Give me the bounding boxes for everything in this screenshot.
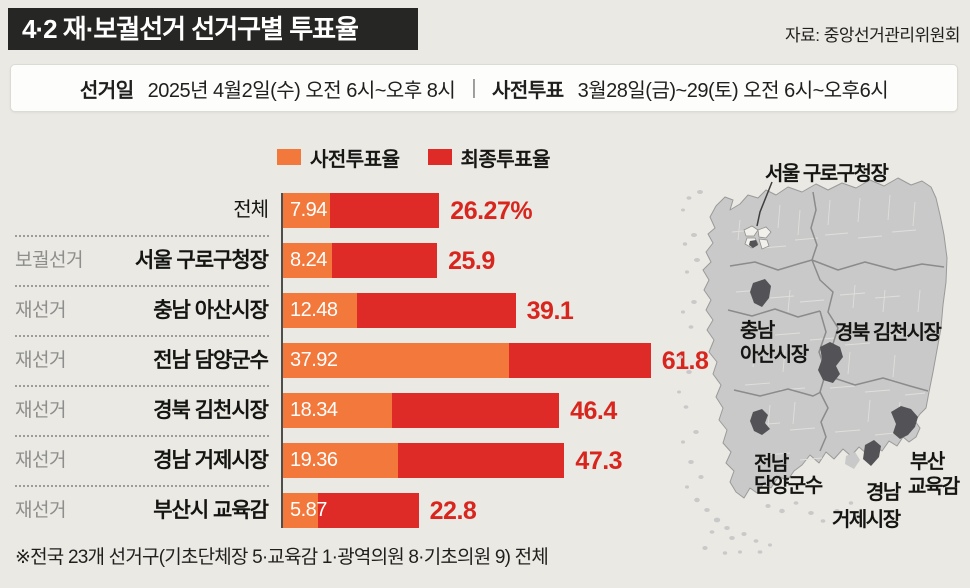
map-county-borders: [737, 194, 921, 428]
row-category: [15, 193, 95, 228]
bar-early-segment: [283, 443, 399, 478]
source-credit: 자료: 중앙선거관리위원회: [785, 26, 961, 45]
bar-early-value: 8.24: [290, 249, 327, 271]
district-busan-highlight: [891, 406, 918, 439]
table-row: 19.36: [283, 443, 565, 478]
district-guro-highlight: [749, 240, 758, 248]
seoul-pointer-line: [756, 181, 773, 227]
map-label-damyang: 담양군수: [754, 474, 823, 497]
bar-early-segment: [283, 243, 333, 278]
row-district: 경남 거제시장: [153, 449, 269, 472]
map-label-asan: 아산시장: [740, 343, 810, 366]
district-gimcheon-highlight: [818, 342, 843, 383]
bar-final-segment: [508, 343, 651, 378]
map-label-gyeongbuk-gimcheon: 경북 김천시장: [835, 321, 943, 344]
row-category: 보궐선거: [15, 250, 83, 271]
row-separator: [15, 285, 269, 287]
bar-early-segment: [283, 493, 318, 528]
bar-final-segment: [332, 243, 438, 278]
row-category: 재선거: [15, 300, 66, 321]
row-district: 부산시 교육감: [153, 499, 269, 522]
chart-legend: 사전투표율 최종투표율: [277, 146, 550, 171]
bar-final-value: 61.8: [661, 347, 709, 375]
bar-early-value: 5.87: [290, 499, 327, 521]
row-district: 충남 아산시장: [153, 299, 269, 322]
bar-final-value: 22.8: [429, 497, 477, 525]
row-district: 전남 담양군수: [153, 349, 269, 372]
map-label-jeonnam: 전남: [754, 452, 790, 475]
bar-early-segment: [283, 293, 358, 328]
legend-early-label: 사전투표율: [310, 148, 400, 171]
bar-final-value: 25.9: [448, 247, 495, 275]
bar-early-segment: [283, 193, 331, 228]
map-county-borders: [731, 229, 926, 461]
table-row: 8.24: [283, 243, 438, 278]
map-seoul-cluster: [743, 225, 772, 250]
row-district: 전체: [233, 199, 269, 221]
row-category: 재선거: [15, 400, 66, 421]
footnote: ※전국 23개 선거구(기초단체장 5·교육감 1·광역의원 8·기초의원 9)…: [15, 547, 549, 568]
legend-early-swatch: [277, 149, 301, 165]
map-islands: [677, 190, 860, 555]
map-label-seoul: 서울 구로구청장: [765, 162, 889, 185]
row-category: 재선거: [15, 500, 66, 521]
bar-early-value: 18.34: [290, 399, 338, 421]
bar-final-value: 47.3: [575, 447, 623, 475]
election-day-label: 선거일: [79, 79, 134, 102]
bar-final-segment: [398, 443, 565, 478]
row-separator: [15, 435, 269, 437]
legend-final-swatch: [427, 149, 452, 165]
table-row: 5.87: [283, 493, 419, 528]
bar-final-segment: [357, 293, 516, 328]
row-separator: [15, 235, 269, 237]
row-separator: [15, 385, 269, 387]
district-asan-highlight: [750, 279, 771, 307]
bar-early-value: 12.48: [290, 299, 338, 321]
map-label-geoje: 거제시장: [832, 508, 902, 531]
bar-final-segment: [330, 193, 440, 228]
bar-early-segment: [283, 343, 509, 378]
row-district: 서울 구로구청장: [134, 249, 269, 272]
row-category: 재선거: [15, 350, 66, 371]
bar-final-value: 26.27%: [450, 197, 533, 225]
table-row: 18.34: [283, 393, 560, 428]
row-district: 경북 김천시장: [153, 399, 269, 422]
bar-early-segment: [283, 393, 393, 428]
bar-early-value: 37.92: [290, 349, 338, 371]
early-voting-label: 사전투표: [492, 79, 564, 102]
row-separator: [15, 335, 269, 337]
row-category: 재선거: [15, 450, 66, 471]
map-label-chungnam: 충남: [740, 319, 776, 342]
election-schedule-bar: 선거일 2025년 4월2일(수) 오전 6시~오후 8시 | 사전투표 3월2…: [10, 64, 958, 112]
bar-final-value: 46.4: [570, 397, 617, 425]
table-row: 37.92: [283, 343, 651, 378]
schedule-divider: |: [471, 76, 477, 99]
map-label-busan: 부산: [910, 450, 946, 473]
korea-map: 서울 구로구청장 충남 아산시장 경북 김천시장 전남 담양군수 경남 거제시장…: [677, 162, 962, 555]
map-label-gyeongnam: 경남: [866, 481, 902, 504]
table-row: 7.94: [283, 193, 440, 228]
district-geoje-highlight: [863, 440, 881, 466]
legend-final-label: 최종투표율: [460, 148, 551, 171]
district-damyang-highlight: [750, 409, 770, 435]
map-province-borders: [727, 191, 945, 452]
early-voting-value: 3월28일(금)~29(토) 오전 6시~오후6시: [577, 79, 889, 102]
table-row: 12.48: [283, 293, 516, 328]
bar-early-value: 19.36: [290, 449, 338, 471]
bar-final-segment: [317, 493, 419, 528]
map-label-busan-edu: 교육감: [908, 475, 961, 498]
bar-early-value: 7.94: [290, 199, 327, 221]
bar-final-value: 39.1: [526, 297, 574, 325]
election-day-value: 2025년 4월2일(수) 오전 6시~오후 8시: [147, 79, 456, 102]
page-title: 4·2 재·보궐선거 선거구별 투표율: [8, 8, 418, 50]
bar-final-segment: [392, 393, 560, 428]
chart-baseline: [281, 193, 283, 528]
row-separator: [15, 485, 269, 487]
